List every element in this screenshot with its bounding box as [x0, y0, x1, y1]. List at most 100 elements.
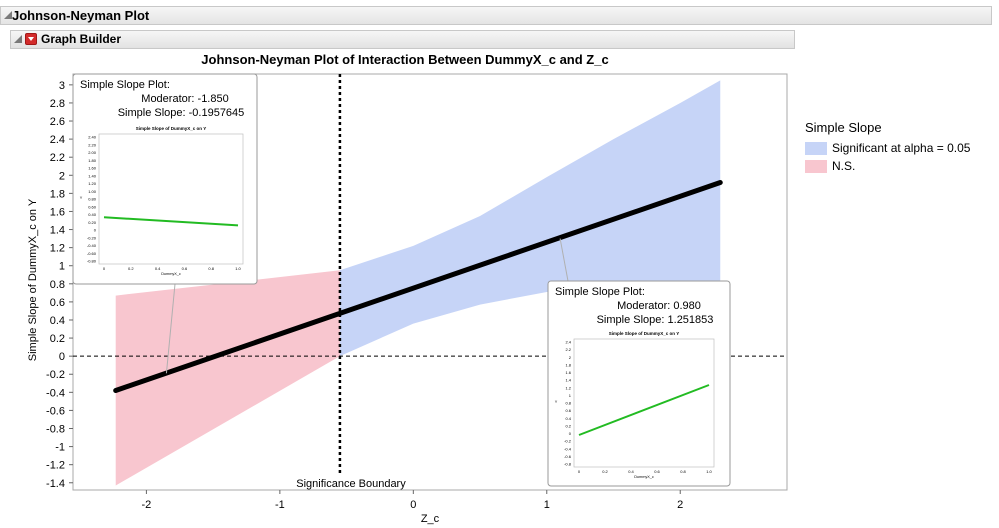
y-tick-label: 1.8 [50, 188, 65, 200]
outline-header[interactable]: Johnson-Neyman Plot [0, 6, 992, 25]
mini-y-axis-label: Y [80, 196, 83, 200]
y-tick-label: -0.2 [46, 369, 65, 381]
y-tick-label: -1.4 [46, 478, 65, 490]
mini-y-tick-label: -0.40 [87, 243, 97, 248]
red-menu-triangle-icon[interactable] [25, 33, 37, 45]
y-axis-label: Simple Slope of DummyX_c on Y [27, 198, 39, 361]
y-tick-label: 1.4 [50, 225, 65, 237]
y-tick-label: 0.6 [50, 297, 65, 309]
mini-x-tick-label: 0 [103, 266, 106, 271]
mini-y-tick-label: -0.8 [564, 462, 572, 467]
mini-x-axis-label: DummyX_c [161, 272, 181, 276]
mini-y-tick-label: 2.40 [88, 135, 97, 140]
mini-plot-frame [98, 133, 244, 265]
mini-x-tick-label: 1.0 [235, 266, 241, 271]
simple-slope-tooltip: Simple Slope Plot: Moderator: 0.980 Simple… [547, 238, 731, 487]
legend-swatch-significant [805, 142, 827, 155]
significant-band [339, 80, 721, 357]
y-tick-label: 2 [59, 170, 65, 182]
y-tick-label: 2.8 [50, 98, 65, 110]
legend: Simple Slope Significant at alpha = 0.05… [797, 115, 993, 181]
y-tick-label: 3 [59, 80, 65, 92]
y-tick-label: -0.8 [46, 424, 65, 436]
tooltip-title: Simple Slope Plot: [555, 286, 645, 298]
tooltip-moderator: Moderator: 0.980 [617, 300, 701, 312]
mini-y-tick-label: 2.20 [88, 142, 97, 147]
mini-slope-line [578, 384, 710, 436]
graph-builder-header[interactable]: Graph Builder [10, 30, 795, 49]
mini-x-tick-label: 0.8 [208, 266, 214, 271]
y-tick-label: -0.4 [46, 387, 65, 399]
simple-slope-insets: Simple Slope Plot: Moderator: -1.850 Simpl… [72, 73, 731, 487]
x-axis-label: Z_c [421, 513, 440, 525]
disclosure-triangle-icon[interactable] [3, 10, 13, 20]
mini-x-tick-label: 0.6 [182, 266, 188, 271]
ns-band [115, 270, 340, 486]
mini-y-tick-label: 1 [569, 393, 572, 398]
mini-y-tick-label: -0.2 [564, 439, 572, 444]
x-tick-label: 2 [677, 499, 683, 511]
y-tick-label: 1 [59, 261, 65, 273]
disclosure-triangle-icon[interactable] [13, 34, 23, 44]
mini-y-tick-label: 0 [569, 431, 572, 436]
mini-y-axis-label: Y [555, 400, 558, 404]
mini-x-tick-label: 0.2 [128, 266, 134, 271]
mini-y-tick-label: 0.40 [88, 212, 97, 217]
mini-y-tick-label: 0.60 [88, 204, 97, 209]
y-tick-label: 0.2 [50, 333, 65, 345]
mini-x-tick-label: 0.4 [155, 266, 161, 271]
graph-builder-title: Graph Builder [41, 32, 122, 46]
tooltip-leader-line [165, 283, 176, 374]
mini-y-tick-label: 2 [569, 355, 572, 360]
y-tick-label: 2.4 [50, 134, 65, 146]
mini-y-tick-label: 1.20 [88, 181, 97, 186]
mini-x-tick-label: 0.6 [654, 469, 660, 474]
y-tick-label: 0.8 [50, 279, 65, 291]
y-tick-label: 0.4 [50, 315, 65, 327]
mini-y-tick-label: 0 [94, 228, 97, 233]
legend-title: Simple Slope [805, 120, 882, 135]
mini-x-tick-label: 0.2 [602, 469, 608, 474]
mini-y-tick-label: -0.60 [87, 251, 97, 256]
mini-y-tick-label: 0.20 [88, 220, 97, 225]
mini-y-tick-label: 1.6 [565, 370, 571, 375]
mini-x-tick-label: 0 [578, 469, 581, 474]
mini-plot-frame [573, 338, 715, 468]
y-tick-label: 1.6 [50, 206, 65, 218]
mini-plot-title: Simple Slope of DummyX_c on Y [609, 331, 679, 336]
mini-y-tick-label: 1.40 [88, 173, 97, 178]
x-tick-label: 0 [410, 499, 416, 511]
x-tick-label: -1 [275, 499, 285, 511]
mini-y-tick-label: 2.00 [88, 150, 97, 155]
mini-y-tick-label: 1.80 [88, 158, 97, 163]
x-tick-label: -2 [142, 499, 152, 511]
y-tick-label: -1.2 [46, 460, 65, 472]
tooltip-moderator: Moderator: -1.850 [141, 93, 228, 105]
mini-y-tick-label: 2.2 [565, 347, 571, 352]
mini-y-tick-label: 1.00 [88, 189, 97, 194]
y-axis: -1.4 -1.2 -1 -0.8 -0.6 -0.4 -0.2 0 0.2 0.4 0.6 0.8 1… [46, 80, 73, 490]
simple-slope-tooltip: Simple Slope Plot: Moderator: -1.850 Simpl… [72, 73, 258, 374]
y-tick-label: 2.2 [50, 152, 65, 164]
y-tick-label: 1.2 [50, 243, 65, 255]
tooltip-leader-line [559, 238, 569, 282]
mini-x-tick-label: 1.0 [706, 469, 712, 474]
y-tick-label: -1 [55, 442, 65, 454]
mini-y-tick-label: 2.4 [565, 340, 571, 345]
mini-y-tick-label: 1.4 [565, 378, 571, 383]
tooltip-title: Simple Slope Plot: [80, 79, 170, 91]
legend-label-significant: Significant at alpha = 0.05 [832, 141, 971, 155]
mini-y-tick-label: -0.80 [87, 259, 97, 264]
legend-swatch-ns [805, 160, 827, 173]
mini-plot-title: Simple Slope of DummyX_c on Y [136, 126, 206, 131]
x-axis: -2 -1 0 1 2 [142, 490, 683, 511]
simple-slope-line [113, 180, 723, 394]
mini-y-tick-label: -0.6 [564, 454, 572, 459]
x-tick-label: 1 [544, 499, 550, 511]
mini-y-tick-label: 1.60 [88, 166, 97, 171]
y-tick-label: 2.6 [50, 116, 65, 128]
mini-y-tick-label: -0.20 [87, 235, 97, 240]
mini-slope-line [103, 216, 239, 227]
mini-x-axis-label: DummyX_c [634, 475, 654, 479]
